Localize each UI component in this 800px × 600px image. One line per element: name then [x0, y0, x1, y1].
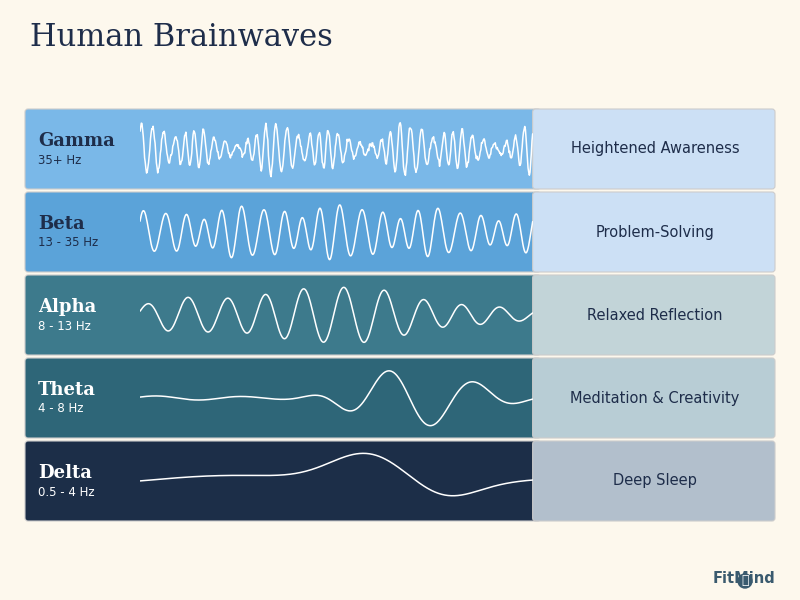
Text: Human Brainwaves: Human Brainwaves [30, 22, 333, 53]
Text: Problem-Solving: Problem-Solving [595, 224, 714, 239]
Text: 35+ Hz: 35+ Hz [38, 154, 82, 166]
Text: Theta: Theta [38, 381, 96, 399]
FancyBboxPatch shape [25, 358, 541, 438]
Text: Relaxed Reflection: Relaxed Reflection [587, 307, 722, 323]
FancyBboxPatch shape [533, 441, 775, 521]
Text: Alpha: Alpha [38, 298, 96, 316]
FancyBboxPatch shape [25, 275, 541, 355]
Text: 4 - 8 Hz: 4 - 8 Hz [38, 403, 83, 415]
FancyBboxPatch shape [25, 109, 541, 189]
FancyBboxPatch shape [533, 358, 775, 438]
FancyBboxPatch shape [25, 192, 541, 272]
Text: Beta: Beta [38, 215, 85, 233]
Text: FitMind: FitMind [712, 571, 775, 586]
Text: Gamma: Gamma [38, 132, 114, 150]
FancyBboxPatch shape [533, 109, 775, 189]
Text: Meditation & Creativity: Meditation & Creativity [570, 391, 739, 406]
FancyBboxPatch shape [533, 275, 775, 355]
Circle shape [738, 574, 752, 588]
Text: 0.5 - 4 Hz: 0.5 - 4 Hz [38, 485, 94, 499]
Text: 13 - 35 Hz: 13 - 35 Hz [38, 236, 98, 250]
Text: 8 - 13 Hz: 8 - 13 Hz [38, 319, 91, 332]
FancyBboxPatch shape [533, 192, 775, 272]
Text: Heightened Awareness: Heightened Awareness [570, 142, 739, 157]
Text: Deep Sleep: Deep Sleep [613, 473, 697, 488]
Text: Delta: Delta [38, 464, 92, 482]
Text: 🧠: 🧠 [742, 575, 749, 587]
FancyBboxPatch shape [25, 441, 541, 521]
